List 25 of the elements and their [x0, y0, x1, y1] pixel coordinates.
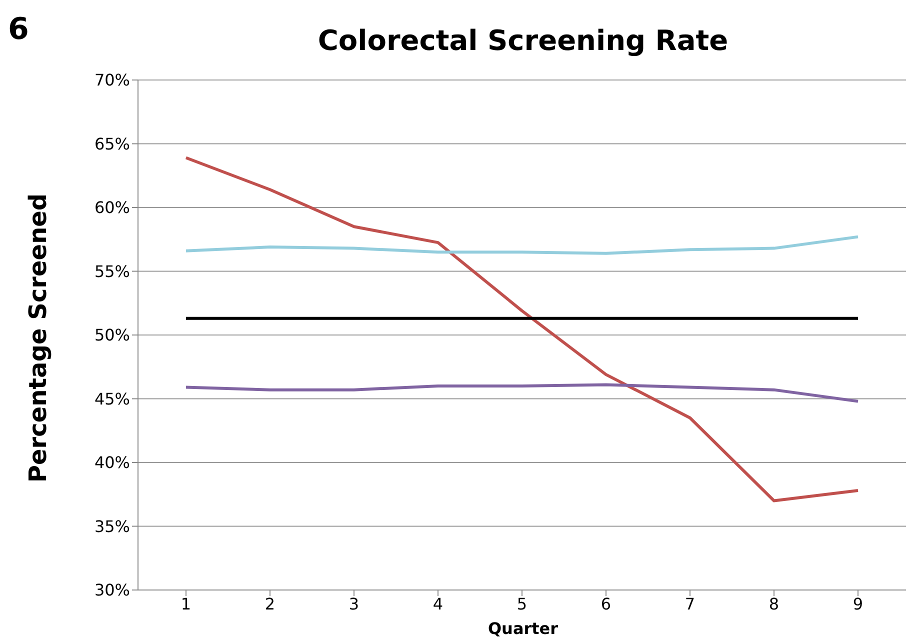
x-tick-label: 9 — [852, 594, 864, 614]
x-tick-label: 5 — [516, 594, 528, 614]
x-axis-title: Quarter — [486, 619, 560, 638]
y-tick-label: 50% — [94, 326, 130, 345]
x-tick-label: 7 — [684, 594, 696, 614]
x-tick-label: 4 — [432, 594, 444, 614]
y-axis-title: Percentage Screened — [24, 193, 52, 483]
line-series — [184, 235, 860, 255]
y-tick-label: 70% — [94, 70, 130, 90]
y-tick-label: 30% — [94, 580, 130, 600]
x-tick-label: 3 — [348, 594, 360, 614]
y-tick-label: 60% — [94, 198, 130, 218]
line-series — [184, 156, 860, 502]
chart-title: Colorectal Screening Rate — [316, 24, 730, 57]
line-series — [184, 383, 860, 403]
text: 6 — [8, 12, 29, 47]
y-tick-label: 65% — [94, 134, 130, 154]
x-tick-label: 1 — [180, 594, 192, 614]
y-tick-label: 45% — [94, 389, 130, 408]
x-tick-label: 8 — [768, 594, 780, 614]
y-tick-label: 35% — [94, 516, 130, 536]
y-tick-label: 40% — [94, 453, 130, 472]
x-tick-label: 6 — [600, 594, 612, 614]
y-tick-label: 55% — [94, 262, 130, 281]
x-tick-label: 2 — [264, 594, 276, 614]
